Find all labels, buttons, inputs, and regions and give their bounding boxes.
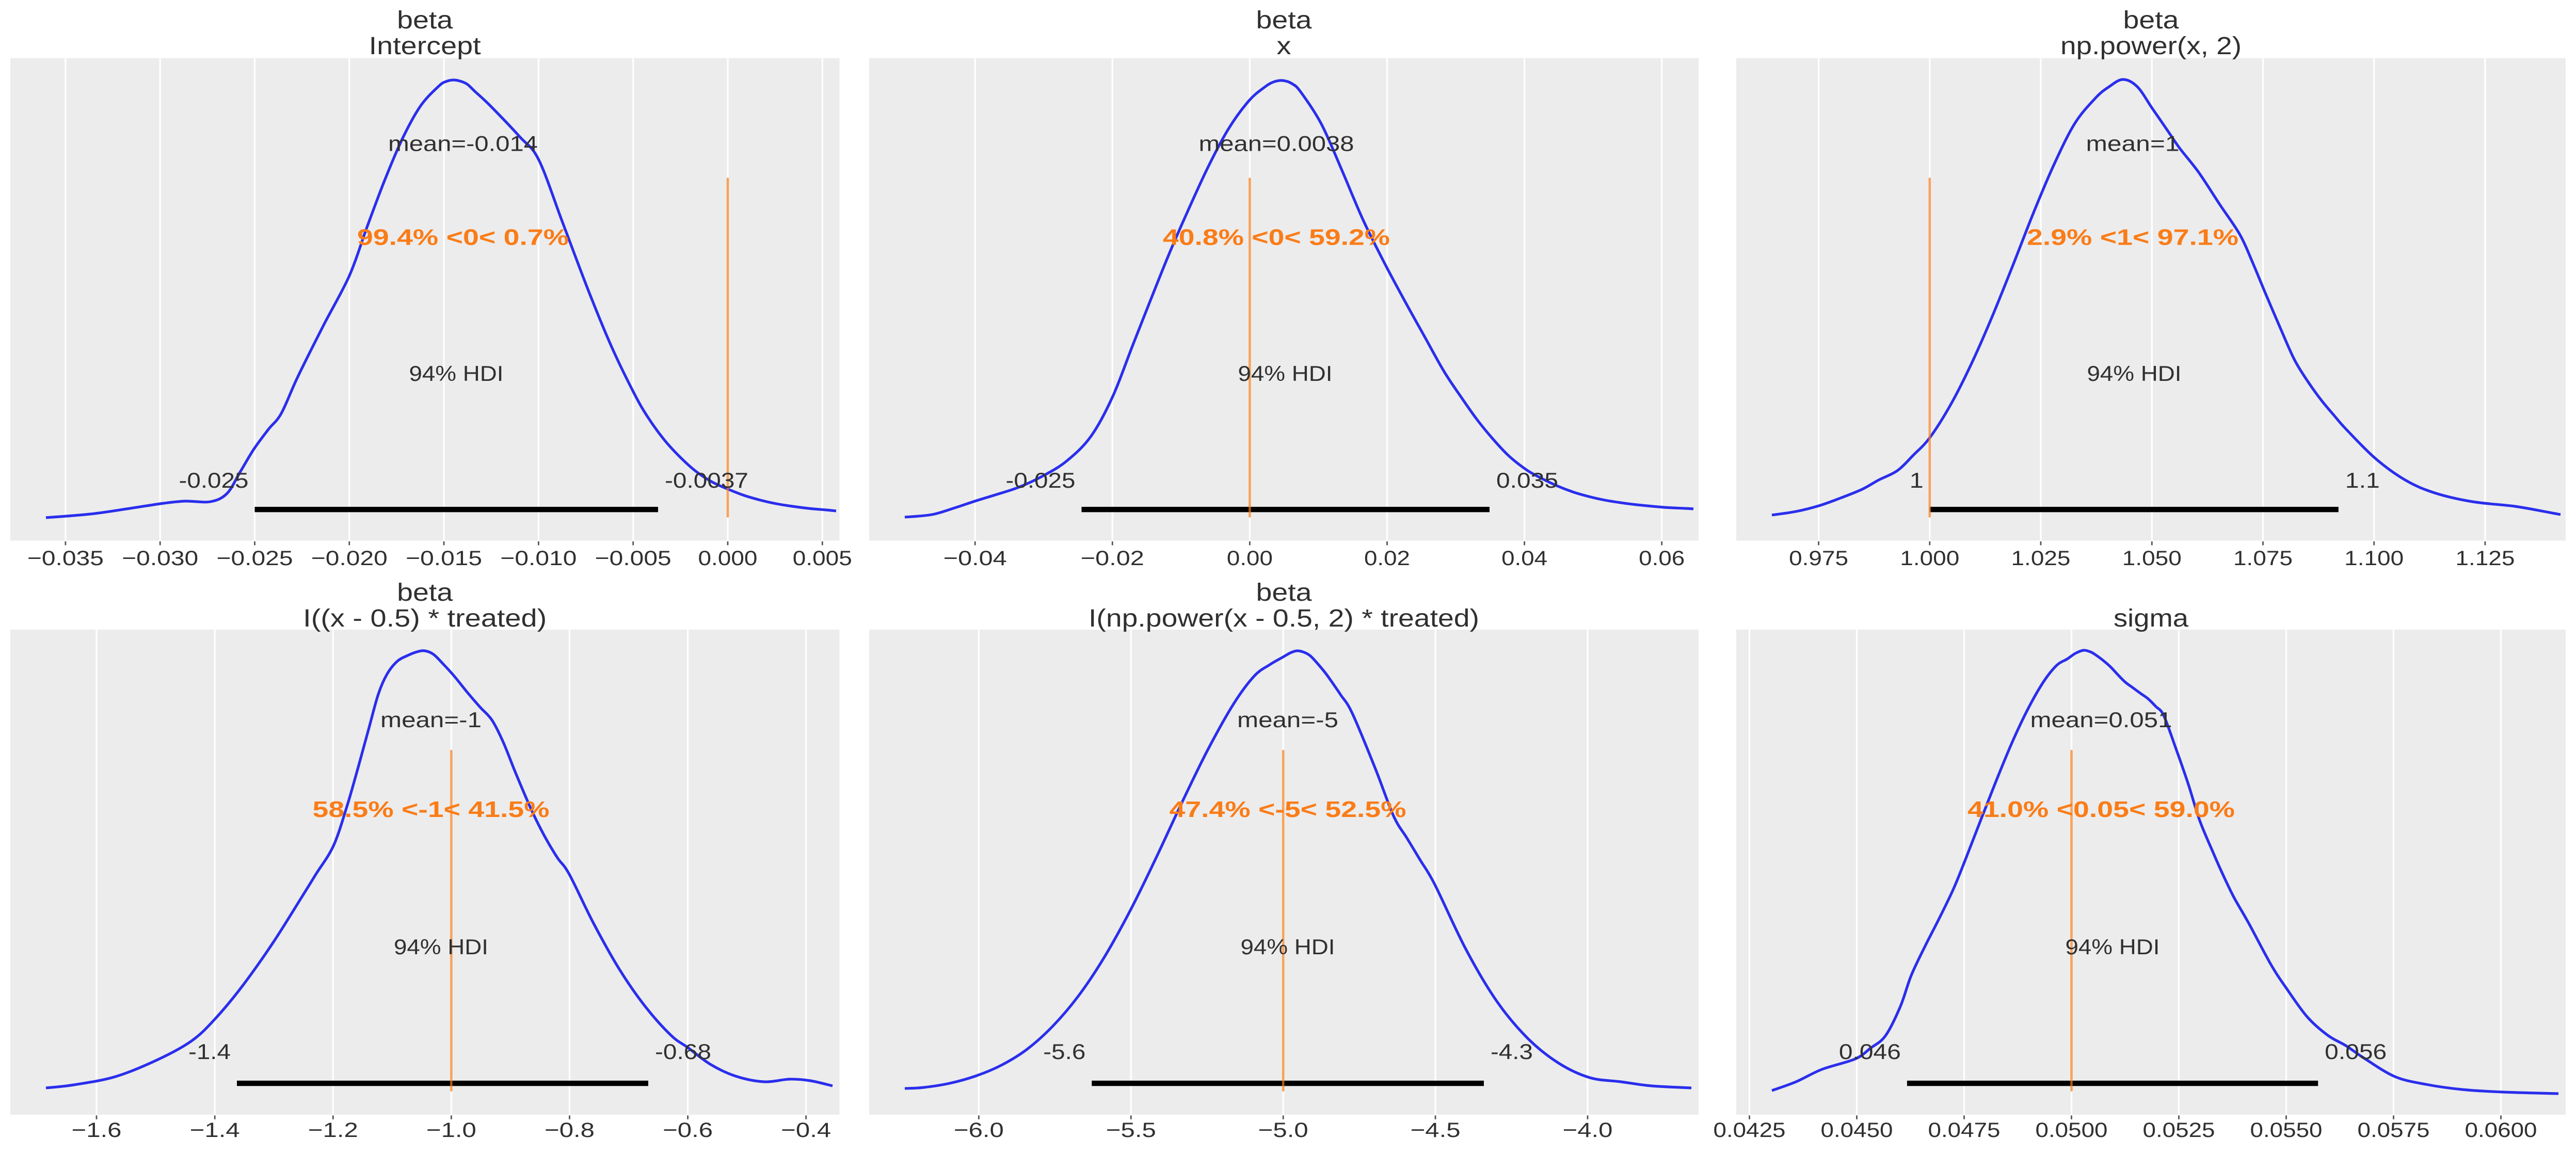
svg-text:−0.02: −0.02 xyxy=(1081,547,1144,570)
svg-text:0.000: 0.000 xyxy=(698,547,758,570)
svg-text:mean=0.051: mean=0.051 xyxy=(2030,708,2172,732)
svg-text:0.0475: 0.0475 xyxy=(1928,1119,2001,1142)
svg-text:0.056: 0.056 xyxy=(2325,1039,2387,1064)
svg-text:−0.035: −0.035 xyxy=(27,547,104,570)
svg-text:x: x xyxy=(1277,33,1291,60)
svg-text:94% HDI: 94% HDI xyxy=(409,361,504,386)
svg-text:−0.6: −0.6 xyxy=(663,1119,713,1142)
svg-text:−0.030: −0.030 xyxy=(122,547,198,570)
svg-text:−1.2: −1.2 xyxy=(308,1119,358,1142)
svg-text:I(np.power(x - 0.5, 2) * treat: I(np.power(x - 0.5, 2) * treated) xyxy=(1089,605,1479,632)
svg-text:2.9% <1< 97.1%: 2.9% <1< 97.1% xyxy=(2027,225,2238,250)
svg-text:−0.025: −0.025 xyxy=(217,547,293,570)
svg-text:58.5% <-1< 41.5%: 58.5% <-1< 41.5% xyxy=(313,797,550,822)
svg-text:beta: beta xyxy=(1256,7,1312,34)
svg-text:Intercept: Intercept xyxy=(369,33,481,60)
svg-text:41.0% <0.05< 59.0%: 41.0% <0.05< 59.0% xyxy=(1967,797,2235,822)
svg-text:−0.005: −0.005 xyxy=(595,547,671,570)
svg-text:mean=0.0038: mean=0.0038 xyxy=(1199,132,1354,156)
svg-text:1.1: 1.1 xyxy=(2345,468,2380,492)
svg-text:-0.025: -0.025 xyxy=(179,468,249,492)
svg-text:beta: beta xyxy=(2123,7,2179,34)
svg-text:mean=-1: mean=-1 xyxy=(380,708,482,732)
svg-text:94% HDI: 94% HDI xyxy=(1238,361,1333,386)
svg-text:1.125: 1.125 xyxy=(2455,547,2515,570)
svg-text:−0.020: −0.020 xyxy=(311,547,388,570)
svg-text:0.0425: 0.0425 xyxy=(1714,1119,1786,1142)
svg-text:0.06: 0.06 xyxy=(1639,547,1685,570)
svg-text:-5.6: -5.6 xyxy=(1043,1039,1085,1064)
svg-text:beta: beta xyxy=(397,579,453,606)
svg-text:beta: beta xyxy=(1256,579,1312,606)
svg-text:-4.3: -4.3 xyxy=(1491,1039,1533,1064)
svg-text:1.025: 1.025 xyxy=(2011,547,2071,570)
svg-text:94% HDI: 94% HDI xyxy=(2087,361,2182,386)
svg-text:−4.5: −4.5 xyxy=(1411,1119,1461,1142)
svg-text:1.050: 1.050 xyxy=(2122,547,2182,570)
svg-text:−6.0: −6.0 xyxy=(954,1119,1004,1142)
svg-text:94% HDI: 94% HDI xyxy=(1241,935,1335,959)
svg-text:−5.5: −5.5 xyxy=(1106,1119,1156,1142)
svg-text:−4.0: −4.0 xyxy=(1563,1119,1613,1142)
svg-text:−1.4: −1.4 xyxy=(190,1119,240,1142)
svg-text:0.005: 0.005 xyxy=(793,547,852,570)
svg-text:1.000: 1.000 xyxy=(1900,547,1959,570)
svg-text:mean=1: mean=1 xyxy=(2086,132,2180,156)
svg-text:−0.4: −0.4 xyxy=(781,1119,831,1142)
svg-text:mean=-5: mean=-5 xyxy=(1237,708,1338,732)
svg-text:−1.6: −1.6 xyxy=(72,1119,122,1142)
svg-text:−0.015: −0.015 xyxy=(406,547,482,570)
svg-text:−0.8: −0.8 xyxy=(545,1119,595,1142)
svg-text:0.0450: 0.0450 xyxy=(1821,1119,1893,1142)
svg-text:47.4% <-5< 52.5%: 47.4% <-5< 52.5% xyxy=(1170,797,1406,822)
svg-text:0.00: 0.00 xyxy=(1227,547,1273,570)
svg-text:-0.68: -0.68 xyxy=(655,1039,711,1064)
svg-text:0.0500: 0.0500 xyxy=(2036,1119,2108,1142)
svg-text:0.035: 0.035 xyxy=(1496,468,1558,492)
svg-text:1.075: 1.075 xyxy=(2233,547,2293,570)
svg-text:0.0550: 0.0550 xyxy=(2250,1119,2323,1142)
svg-text:99.4% <0< 0.7%: 99.4% <0< 0.7% xyxy=(357,225,569,250)
svg-text:−0.04: −0.04 xyxy=(943,547,1007,570)
svg-text:-0.0037: -0.0037 xyxy=(665,468,748,492)
svg-text:1.100: 1.100 xyxy=(2344,547,2404,570)
svg-text:0.0525: 0.0525 xyxy=(2143,1119,2215,1142)
svg-text:−1.0: −1.0 xyxy=(426,1119,476,1142)
svg-text:-1.4: -1.4 xyxy=(188,1039,231,1064)
svg-text:−5.0: −5.0 xyxy=(1258,1119,1308,1142)
svg-text:0.975: 0.975 xyxy=(1789,547,1848,570)
svg-text:I((x - 0.5) * treated): I((x - 0.5) * treated) xyxy=(303,605,547,632)
svg-text:sigma: sigma xyxy=(2114,605,2188,632)
svg-text:94% HDI: 94% HDI xyxy=(394,935,488,959)
svg-text:0.0600: 0.0600 xyxy=(2465,1119,2537,1142)
svg-text:np.power(x, 2): np.power(x, 2) xyxy=(2060,33,2242,60)
svg-text:0.04: 0.04 xyxy=(1501,547,1547,570)
svg-text:beta: beta xyxy=(397,7,453,34)
svg-text:-0.025: -0.025 xyxy=(1006,468,1076,492)
svg-text:40.8% <0< 59.2%: 40.8% <0< 59.2% xyxy=(1163,225,1390,250)
svg-text:mean=-0.014: mean=-0.014 xyxy=(388,132,538,156)
svg-text:0.0575: 0.0575 xyxy=(2358,1119,2430,1142)
svg-text:−0.010: −0.010 xyxy=(500,547,577,570)
svg-text:1: 1 xyxy=(1910,468,1924,492)
svg-text:0.046: 0.046 xyxy=(1839,1039,1901,1064)
svg-text:94% HDI: 94% HDI xyxy=(2066,935,2160,959)
svg-text:0.02: 0.02 xyxy=(1364,547,1410,570)
